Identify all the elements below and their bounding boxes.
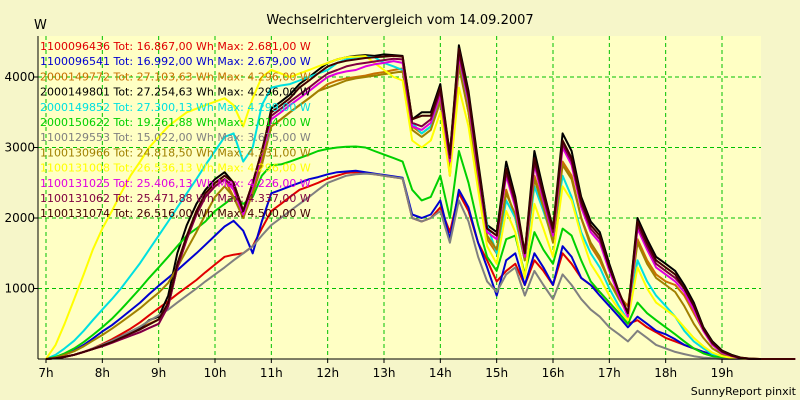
x-tick-label: 10h bbox=[204, 366, 227, 380]
x-tick-label: 9h bbox=[151, 366, 166, 380]
legend-entry-1100131074: 1100131074 Tot: 26.516,00 Wh Max: 4.500,… bbox=[40, 207, 311, 220]
x-tick-label: 13h bbox=[373, 366, 396, 380]
series-line-1100096541 bbox=[45, 169, 796, 360]
legend-entry-1100129553: 1100129553 Tot: 15.022,00 Wh Max: 3.675,… bbox=[40, 131, 311, 144]
x-tick-label: 12h bbox=[316, 366, 339, 380]
legend-entry-1100096541: 1100096541 Tot: 16.992,00 Wh Max: 2.679,… bbox=[40, 55, 311, 68]
series-line-1100131008 bbox=[45, 55, 796, 360]
x-tick-label: 17h bbox=[598, 366, 621, 380]
y-tick-label: 1000 bbox=[4, 282, 35, 296]
y-tick-label: 4000 bbox=[4, 70, 35, 84]
y-tick-label: 2000 bbox=[4, 211, 35, 225]
legend-entry-1100131062: 1100131062 Tot: 25.471,88 Wh Max: 4.337,… bbox=[40, 192, 311, 205]
y-axis-unit: W bbox=[34, 18, 47, 33]
credit-label: SunnyReport pinxit bbox=[691, 385, 797, 398]
legend-entry-1100131008: 1100131008 Tot: 26.536,13 Wh Max: 4.296,… bbox=[40, 162, 311, 175]
series-line-2000149801 bbox=[45, 44, 796, 360]
legend-entry-1100096436: 1100096436 Tot: 16.867,00 Wh Max: 2.681,… bbox=[40, 40, 311, 53]
y-ticks: 1000 2000 3000 4000 bbox=[4, 70, 38, 296]
x-tick-label: 14h bbox=[429, 366, 452, 380]
y-tick-label: 3000 bbox=[4, 141, 35, 155]
series-line-1100129553 bbox=[45, 172, 796, 360]
x-tick-label: 8h bbox=[95, 366, 110, 380]
x-ticks: 7h 8h 9h 10h 11h 12h 13h 14h 15h 16h 17h 18h 19h bbox=[38, 359, 733, 380]
x-tick-label: 15h bbox=[485, 366, 508, 380]
legend-entry-1100130966: 1100130966 Tot: 24.818,50 Wh Max: 4.231,… bbox=[40, 146, 311, 159]
chart-title: Wechselrichtervergleich vom 14.09.2007 bbox=[266, 13, 533, 28]
series-line-1100130966 bbox=[45, 65, 796, 360]
series-lines bbox=[45, 44, 796, 360]
x-tick-label: 18h bbox=[654, 366, 677, 380]
x-tick-label: 19h bbox=[711, 366, 734, 380]
x-tick-label: 7h bbox=[38, 366, 53, 380]
series-line-2000150622 bbox=[45, 145, 796, 360]
x-tick-label: 16h bbox=[542, 366, 565, 380]
legend-entry-1100131025: 1100131025 Tot: 25.406,13 Wh Max: 4.226,… bbox=[40, 177, 311, 190]
legend: 1100096436 Tot: 16.867,00 Wh Max: 2.681,… bbox=[40, 40, 311, 220]
legend-entry-2000149852: 2000149852 Tot: 27.300,13 Wh Max: 4.299,… bbox=[40, 101, 311, 114]
x-tick-label: 11h bbox=[260, 366, 283, 380]
series-line-1100131074 bbox=[45, 47, 796, 360]
legend-entry-2000149772: 2000149772 Tot: 27.103,63 Wh Max: 4.296,… bbox=[40, 70, 311, 83]
legend-entry-2000149801: 2000149801 Tot: 27.254,63 Wh Max: 4.296,… bbox=[40, 86, 311, 99]
legend-entry-2000150622: 2000150622 Tot: 19.261,88 Wh Max: 3.014,… bbox=[40, 116, 311, 129]
